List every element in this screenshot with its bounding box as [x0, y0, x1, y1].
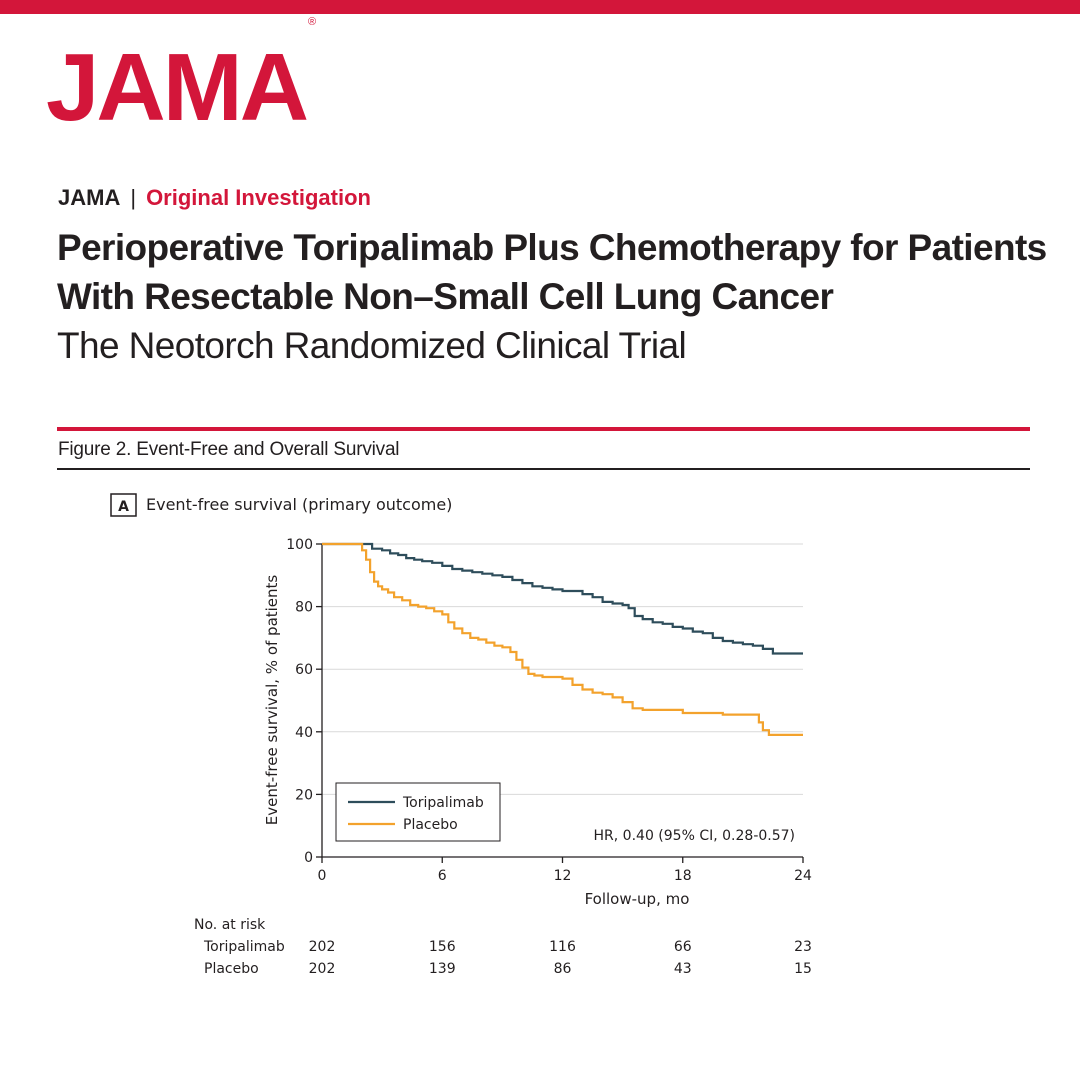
- y-tick-label-40: 40: [295, 725, 313, 741]
- title-line-2: With Resectable Non–Small Cell Lung Canc…: [57, 276, 834, 317]
- at-risk-toripalimab-0: 202: [309, 939, 336, 955]
- y-tick-label-80: 80: [295, 600, 313, 616]
- at-risk-title: No. at risk: [194, 917, 266, 933]
- at-risk-placebo-18: 43: [674, 961, 692, 977]
- hazard-ratio-annotation: HR, 0.40 (95% CI, 0.28-0.57): [594, 828, 795, 844]
- registered-mark: ®: [308, 16, 317, 28]
- legend-box: [335, 782, 501, 842]
- x-axis-label: Follow-up, mo: [585, 890, 690, 908]
- top-brand-bar: [0, 0, 1080, 14]
- x-tick-label-6: 6: [438, 868, 447, 884]
- x-tick-label-0: 0: [318, 868, 327, 884]
- at-risk-placebo-6: 139: [429, 961, 456, 977]
- logo-text: JAMA: [46, 34, 309, 141]
- x-tick-label-24: 24: [794, 868, 812, 884]
- at-risk-placebo-24: 15: [794, 961, 812, 977]
- at-risk-toripalimab-6: 156: [429, 939, 456, 955]
- series-line-toripalimab: [322, 542, 803, 655]
- at-risk-toripalimab-18: 66: [674, 939, 692, 955]
- at-risk-toripalimab-24: 23: [794, 939, 812, 955]
- article-subtitle: The Neotorch Randomized Clinical Trial: [57, 325, 687, 366]
- article-kicker: JAMA | Original Investigation: [58, 185, 371, 211]
- at-risk-label-toripalimab: Toripalimab: [203, 939, 285, 955]
- y-tick-label-20: 20: [295, 787, 313, 803]
- journal-name: JAMA: [58, 185, 121, 210]
- x-tick-label-12: 12: [554, 868, 572, 884]
- axes: 0 20 40 60 80 100 0 6 12 18 24: [286, 537, 812, 884]
- panel-label-box: [110, 493, 137, 517]
- at-risk-toripalimab-12: 116: [549, 939, 576, 955]
- section-label: Original Investigation: [146, 185, 371, 210]
- legend-label-toripalimab: Toripalimab: [402, 795, 484, 811]
- y-axis-label: Event-free survival, % of patients: [263, 575, 281, 826]
- figure-bottom-rule: [57, 468, 1030, 470]
- grid-lines: [322, 543, 803, 795]
- figure-top-rule: [57, 427, 1030, 431]
- y-tick-label-100: 100: [286, 537, 313, 553]
- at-risk-placebo-12: 86: [554, 961, 572, 977]
- y-tick-label-60: 60: [295, 662, 313, 678]
- at-risk-label-placebo: Placebo: [204, 961, 259, 977]
- figure-caption: Figure 2. Event-Free and Overall Surviva…: [58, 439, 400, 460]
- kicker-separator: |: [130, 185, 137, 210]
- jama-logo: JAMA®: [46, 17, 316, 136]
- y-tick-label-0: 0: [304, 850, 313, 866]
- at-risk-values: 202 156 116 66 23 202 139 86 43 15: [309, 939, 812, 977]
- chart-title: Event-free survival (primary outcome): [146, 495, 452, 514]
- legend: Toripalimab Placebo: [335, 782, 501, 842]
- legend-label-placebo: Placebo: [403, 817, 458, 833]
- panel-label: A: [118, 499, 129, 515]
- series-line-placebo: [322, 542, 803, 736]
- x-tick-label-18: 18: [674, 868, 692, 884]
- article-title: Perioperative Toripalimab Plus Chemother…: [57, 223, 1067, 370]
- title-line-1: Perioperative Toripalimab Plus Chemother…: [57, 227, 1047, 268]
- at-risk-placebo-0: 202: [309, 961, 336, 977]
- series-lines: [322, 542, 803, 736]
